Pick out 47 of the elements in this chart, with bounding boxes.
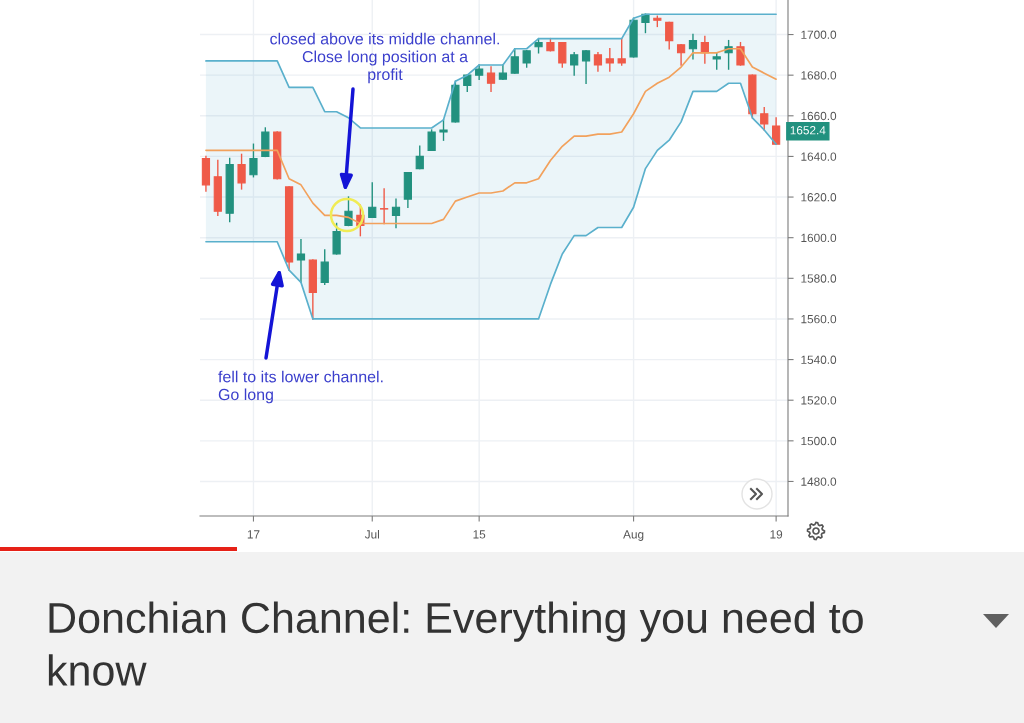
annotation: closed above its middle channel. Close long position at a profit (270, 32, 499, 84)
candlestick (558, 41, 567, 68)
candlestick (427, 129, 436, 152)
x-tick-label: 15 (473, 530, 486, 539)
candlestick (439, 119, 448, 141)
text: Donchian Channel: Everything you need to know (48, 601, 863, 686)
candlestick (676, 43, 686, 66)
line-series (205, 13, 777, 129)
y-tick-label: 1620.0 (801, 193, 837, 202)
y-tick-label: 1600.0 (801, 233, 837, 243)
annotation: 1652.4 (790, 126, 826, 135)
candlestick (510, 48, 519, 74)
y-tick-label: 1560.0 (801, 314, 837, 324)
candlestick (688, 33, 698, 60)
candlestick (570, 52, 579, 76)
y-tick-label: 1640.0 (801, 152, 837, 161)
candlestick (772, 117, 781, 145)
candlestick (368, 182, 377, 219)
x-tick-label: 17 (247, 530, 260, 539)
candlestick (296, 239, 306, 284)
candlestick (391, 198, 401, 229)
x-tick-label: Jul (364, 529, 379, 539)
candlestick (332, 222, 341, 255)
candlestick (593, 52, 603, 72)
candlestick (380, 188, 389, 225)
y-tick-label: 1480.0 (801, 477, 837, 486)
y-tick-label: 1520.0 (801, 396, 837, 405)
y-tick-label: 1580.0 (801, 274, 837, 283)
y-tick-label: 1540.0 (801, 355, 837, 364)
candlestick (320, 249, 329, 286)
annotation: fell to its lower channel. Go long (218, 370, 383, 404)
candlestick (237, 153, 246, 190)
candlestick (486, 66, 496, 93)
candlestick (581, 50, 591, 84)
x-tick-label: Aug (623, 530, 644, 541)
y-tick-label: 1500.0 (801, 436, 837, 446)
candlestick (665, 21, 674, 50)
candlestick (617, 37, 626, 66)
y-tick-label: 1680.0 (801, 71, 837, 80)
candlestick (344, 196, 353, 227)
candlestick (605, 48, 614, 72)
candlestick (415, 145, 424, 170)
x-tick-label: 19 (770, 530, 783, 539)
candlestick (249, 143, 258, 178)
y-tick-label: 1660.0 (801, 111, 837, 121)
y-tick-label: 1700.0 (801, 30, 837, 39)
candlestick (760, 106, 769, 131)
